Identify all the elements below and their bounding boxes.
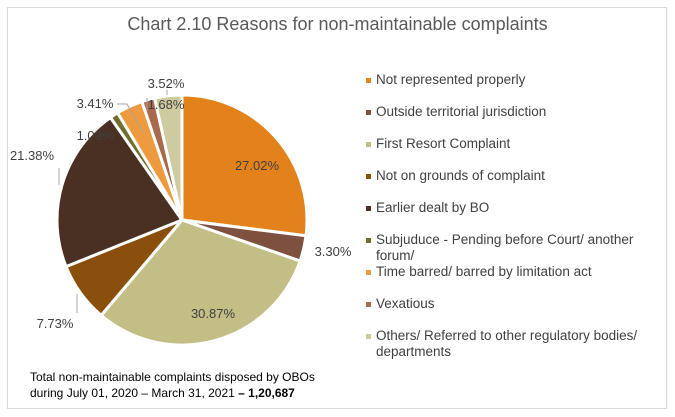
chart-title: Chart 2.10 Reasons for non-maintainable … (127, 14, 548, 34)
legend-marker-icon (366, 78, 371, 83)
footnote-period: during July 01, 2020 – March 31, 2021 (30, 386, 239, 400)
legend-item-1: Not represented properly (366, 72, 666, 88)
legend-marker-icon (366, 270, 371, 275)
legend-item-9: Others/ Referred to other regulatory bod… (366, 328, 666, 360)
legend-item-5: Earlier dealt by BO (366, 200, 666, 216)
data-label-2: 3.30% (315, 244, 352, 259)
legend-label: Not represented properly (376, 72, 526, 87)
legend-item-2: Outside territorial jurisdiction (366, 104, 666, 120)
legend-label: Earlier dealt by BO (376, 200, 490, 215)
pie-slice-1 (180, 93, 309, 238)
legend-label: Outside territorial jurisdiction (376, 104, 547, 119)
data-label-6: 1.09% (77, 128, 114, 143)
legend-marker-icon (366, 142, 371, 147)
legend-marker-icon (366, 174, 371, 179)
data-label-5: 21.38% (10, 148, 55, 163)
legend-marker-icon (366, 334, 371, 339)
legend-label: Subjuduce - Pending before Court/ anothe… (376, 232, 634, 263)
data-label-9: 3.52% (148, 76, 185, 91)
legend-marker-icon (366, 110, 371, 115)
legend-item-4: Not on grounds of complaint (366, 168, 666, 184)
footnote-line-1: Total non-maintainable complaints dispos… (30, 370, 315, 384)
legend-item-3: First Resort Complaint (366, 136, 666, 152)
legend-label: Not on grounds of complaint (376, 168, 545, 183)
legend-item-6: Subjuduce - Pending before Court/ anothe… (366, 232, 666, 264)
legend-marker-icon (366, 206, 371, 211)
leader-line-7 (117, 103, 144, 133)
legend-marker-icon (366, 302, 371, 307)
legend-item-7: Time barred/ barred by limitation act (366, 264, 666, 280)
legend-label: Others/ Referred to other regulatory bod… (376, 328, 638, 359)
data-label-4: 7.73% (37, 316, 74, 331)
legend-label: Vexatious (376, 296, 435, 311)
legend-label: First Resort Complaint (376, 136, 511, 151)
pie-slice-3 (99, 218, 302, 347)
pie-slice-9 (152, 93, 184, 221)
legend-item-8: Vexatious (366, 296, 666, 312)
data-label-8: 1.68% (148, 97, 185, 112)
data-label-1: 27.02% (235, 158, 280, 173)
data-label-3: 30.87% (191, 306, 236, 321)
legend-marker-icon (366, 238, 371, 243)
legend-label: Time barred/ barred by limitation act (376, 264, 592, 279)
pie-slice-5 (55, 115, 185, 269)
footnote: Total non-maintainable complaints dispos… (30, 369, 315, 401)
footnote-line-2: during July 01, 2020 – March 31, 2021 – … (30, 385, 315, 401)
data-label-7: 3.41% (77, 96, 114, 111)
footnote-total: – 1,20,687 (238, 386, 295, 400)
